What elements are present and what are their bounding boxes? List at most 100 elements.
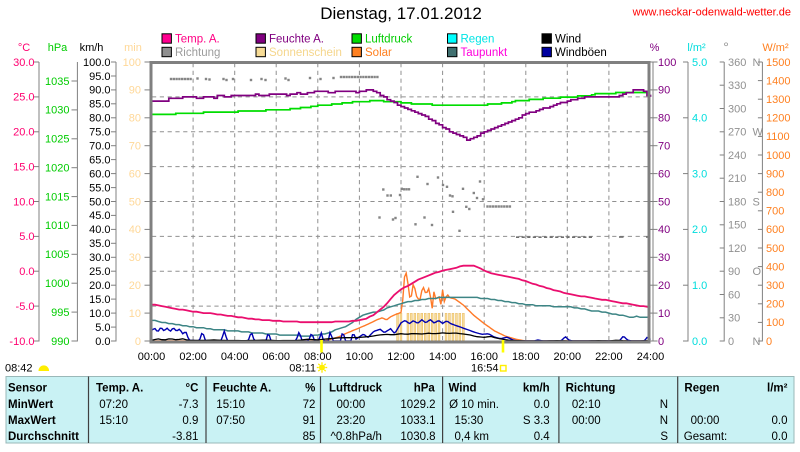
svg-text:Ø 10 min.: Ø 10 min. xyxy=(449,399,499,411)
svg-text:3.0: 3.0 xyxy=(692,168,707,180)
svg-text:5.0: 5.0 xyxy=(19,231,34,243)
svg-text:70.0: 70.0 xyxy=(89,141,110,153)
svg-text:Luftdruck: Luftdruck xyxy=(365,33,413,45)
svg-text:O: O xyxy=(753,266,762,278)
svg-text:200: 200 xyxy=(766,299,784,311)
svg-text:W: W xyxy=(753,127,764,139)
svg-text:08:00: 08:00 xyxy=(304,351,332,363)
svg-text:Solar: Solar xyxy=(365,47,392,59)
svg-text:0.0: 0.0 xyxy=(95,336,110,348)
svg-text:990: 990 xyxy=(51,336,69,348)
svg-text:1400: 1400 xyxy=(766,75,790,87)
svg-text:00:00: 00:00 xyxy=(337,399,366,411)
svg-text:15.0: 15.0 xyxy=(13,161,34,173)
svg-text:90: 90 xyxy=(658,85,670,97)
svg-text:1300: 1300 xyxy=(766,94,790,106)
svg-text:00:00: 00:00 xyxy=(691,415,720,427)
svg-text:Taupunkt: Taupunkt xyxy=(461,47,508,59)
svg-text:240: 240 xyxy=(728,150,746,162)
svg-text:55.0: 55.0 xyxy=(89,182,110,194)
svg-text:500: 500 xyxy=(766,243,784,255)
svg-text:20:00: 20:00 xyxy=(554,351,582,363)
svg-text:-10.0: -10.0 xyxy=(9,336,34,348)
svg-text:400: 400 xyxy=(766,261,784,273)
svg-text:80.0: 80.0 xyxy=(89,113,110,125)
svg-text:1030: 1030 xyxy=(45,105,69,117)
svg-text:70: 70 xyxy=(658,141,670,153)
svg-text:Feuchte A.: Feuchte A. xyxy=(269,33,324,45)
svg-text:%: % xyxy=(305,383,315,395)
svg-text:l/m²: l/m² xyxy=(687,42,706,54)
svg-text:91: 91 xyxy=(303,415,316,427)
svg-text:0: 0 xyxy=(766,336,772,348)
svg-text:10.0: 10.0 xyxy=(89,308,110,320)
svg-text:hPa: hPa xyxy=(414,383,436,395)
svg-text:-7.3: -7.3 xyxy=(179,399,199,411)
svg-text:www.neckar-odenwald-wetter.de: www.neckar-odenwald-wetter.de xyxy=(632,7,791,19)
svg-text:0,4 km: 0,4 km xyxy=(455,431,490,443)
svg-text:N: N xyxy=(753,336,761,348)
svg-text:30: 30 xyxy=(129,252,141,264)
svg-text:1033.1: 1033.1 xyxy=(400,415,435,427)
svg-text:Wind: Wind xyxy=(555,33,581,45)
svg-text:20.0: 20.0 xyxy=(13,127,34,139)
svg-text:Temp. A.: Temp. A. xyxy=(175,33,220,45)
svg-text:km/h: km/h xyxy=(523,383,550,395)
svg-text:%: % xyxy=(650,42,660,54)
svg-text:Dienstag, 17.01.2012: Dienstag, 17.01.2012 xyxy=(320,4,482,23)
svg-text:Richtung: Richtung xyxy=(175,47,220,59)
svg-text:MaxWert: MaxWert xyxy=(8,415,56,427)
svg-text:100: 100 xyxy=(658,57,676,69)
svg-text:150: 150 xyxy=(728,220,746,232)
svg-text:1500: 1500 xyxy=(766,57,790,69)
svg-text:5.0: 5.0 xyxy=(692,57,707,69)
svg-text:1015: 1015 xyxy=(45,191,69,203)
svg-text:1030.8: 1030.8 xyxy=(400,431,435,443)
svg-text:0.9: 0.9 xyxy=(182,415,198,427)
svg-text:330: 330 xyxy=(728,80,746,92)
svg-text:0.0: 0.0 xyxy=(19,266,34,278)
svg-text:hPa: hPa xyxy=(48,42,68,54)
svg-text:270: 270 xyxy=(728,127,746,139)
svg-text:08:11: 08:11 xyxy=(289,363,316,375)
svg-text:300: 300 xyxy=(728,103,746,115)
svg-text:Gesamt:: Gesamt: xyxy=(684,431,727,443)
svg-text:40.0: 40.0 xyxy=(89,224,110,236)
svg-text:0.4: 0.4 xyxy=(534,431,551,443)
svg-text:18:00: 18:00 xyxy=(512,351,540,363)
svg-text:95.0: 95.0 xyxy=(89,71,110,83)
svg-text:50: 50 xyxy=(658,196,670,208)
svg-text:23:20: 23:20 xyxy=(337,415,366,427)
svg-text:85: 85 xyxy=(303,431,316,443)
svg-text:15:10: 15:10 xyxy=(99,415,128,427)
svg-text:40: 40 xyxy=(129,224,141,236)
svg-text:00:00: 00:00 xyxy=(572,415,601,427)
svg-text:Sensor: Sensor xyxy=(8,383,48,395)
svg-text:30: 30 xyxy=(658,252,670,264)
svg-text:25.0: 25.0 xyxy=(13,92,34,104)
svg-text:2.0: 2.0 xyxy=(692,224,707,236)
svg-text:900: 900 xyxy=(766,168,784,180)
svg-text:15.0: 15.0 xyxy=(89,294,110,306)
svg-text:l/m²: l/m² xyxy=(767,383,788,395)
svg-text:90: 90 xyxy=(728,266,740,278)
svg-text:^0.8hPa/h: ^0.8hPa/h xyxy=(331,431,382,443)
svg-text:60.0: 60.0 xyxy=(89,168,110,180)
svg-text:S: S xyxy=(753,196,760,208)
svg-text:0.0: 0.0 xyxy=(772,415,788,427)
svg-text:Temp. A.: Temp. A. xyxy=(96,383,143,395)
svg-text:min: min xyxy=(124,42,142,54)
svg-text:100.0: 100.0 xyxy=(83,57,111,69)
svg-text:90: 90 xyxy=(129,85,141,97)
svg-text:km/h: km/h xyxy=(80,42,104,54)
svg-text:Durchschnitt: Durchschnitt xyxy=(8,431,79,443)
svg-text:N: N xyxy=(660,399,668,411)
svg-text:72: 72 xyxy=(303,399,316,411)
svg-text:°: ° xyxy=(723,39,729,55)
svg-text:Sonnenschein: Sonnenschein xyxy=(269,47,342,59)
svg-text:S 3.3: S 3.3 xyxy=(523,415,550,427)
svg-text:°C: °C xyxy=(18,42,30,54)
svg-text:1025: 1025 xyxy=(45,134,69,146)
svg-text:5.0: 5.0 xyxy=(95,322,110,334)
svg-text:S: S xyxy=(660,431,668,443)
